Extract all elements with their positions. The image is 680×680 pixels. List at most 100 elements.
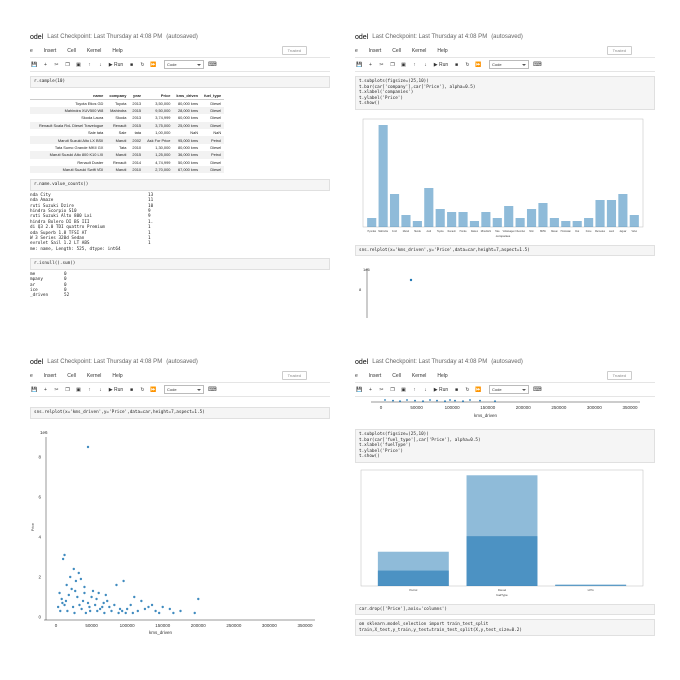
restart-icon[interactable]: ↻: [465, 386, 470, 393]
restart-icon[interactable]: ↻: [465, 61, 470, 68]
paste-icon[interactable]: ▣: [76, 386, 81, 393]
code-cell-fuel-bar[interactable]: t.subplots(figsize=(25,10)) t.bar(car['fu…: [355, 429, 655, 463]
run-button[interactable]: ▶ Run: [108, 386, 124, 393]
add-cell-icon[interactable]: +: [44, 386, 47, 393]
menu-item-cell[interactable]: Cell: [67, 372, 76, 379]
code-cell-drop[interactable]: car.drop(['Price'],axis='columns'): [355, 603, 655, 615]
menu-item-kernel[interactable]: Kernel: [411, 372, 427, 379]
save-icon[interactable]: 💾: [356, 386, 363, 393]
trusted-badge[interactable]: Trusted: [606, 371, 632, 380]
cut-icon[interactable]: ✂: [54, 386, 59, 393]
move-down-icon[interactable]: ↓: [424, 386, 427, 393]
fast-forward-icon[interactable]: ⏩: [150, 386, 157, 393]
menu-item-insert[interactable]: Insert: [368, 372, 382, 379]
code-cell-value-counts[interactable]: r.name.value_counts(): [30, 179, 330, 191]
move-down-icon[interactable]: ↓: [424, 61, 427, 68]
null-count-line: ice 0: [30, 288, 330, 293]
add-cell-icon[interactable]: +: [44, 61, 47, 68]
menu-item-cell[interactable]: Cell: [392, 47, 401, 54]
stop-icon[interactable]: ■: [129, 61, 134, 68]
menu-item-insert[interactable]: Insert: [368, 47, 382, 54]
menu-item-help[interactable]: Help: [437, 372, 448, 379]
scatter-point: [406, 399, 408, 401]
code-cell-train-test-split[interactable]: om sklearn.model_selection import train_…: [355, 619, 655, 636]
menu-item-help[interactable]: Help: [112, 47, 123, 54]
menu-item-kernel[interactable]: Kernel: [411, 47, 427, 54]
notebook-title[interactable]: odel: [30, 358, 44, 366]
run-button[interactable]: ▶ Run: [433, 61, 449, 68]
save-icon[interactable]: 💾: [31, 61, 38, 68]
stop-icon[interactable]: ■: [129, 386, 134, 393]
x-tick-label: 300000: [587, 405, 603, 410]
keyboard-icon[interactable]: ⌨: [533, 387, 542, 393]
scatter-point: [118, 607, 122, 610]
cell-type-select[interactable]: Code: [164, 385, 204, 394]
code-cell-relplot[interactable]: sns.relplot(x='kms_driven',y='Price',dat…: [355, 244, 655, 256]
cell-type-select[interactable]: Code: [489, 385, 529, 394]
code-cell-sample[interactable]: r.sample(10): [30, 76, 330, 88]
keyboard-icon[interactable]: ⌨: [533, 62, 542, 68]
run-button[interactable]: ▶ Run: [433, 386, 449, 393]
copy-icon[interactable]: ❐: [390, 61, 395, 68]
menu-item-cell[interactable]: Cell: [392, 372, 401, 379]
trusted-badge[interactable]: Trusted: [606, 46, 632, 55]
notebook-title[interactable]: odel: [30, 33, 44, 41]
notebook-title[interactable]: odel: [355, 358, 369, 366]
add-cell-icon[interactable]: +: [369, 386, 372, 393]
cell-type-select[interactable]: Code: [489, 60, 529, 69]
keyboard-icon[interactable]: ⌨: [208, 387, 217, 393]
menu-item-edit[interactable]: e: [355, 47, 358, 54]
cell-type-select[interactable]: Code: [164, 60, 204, 69]
code-cell-relplot[interactable]: sns.relplot(x='kms_driven',y='Price',dat…: [30, 407, 330, 419]
save-icon[interactable]: 💾: [356, 61, 363, 68]
menu-item-insert[interactable]: Insert: [43, 372, 57, 379]
copy-icon[interactable]: ❐: [65, 61, 70, 68]
paste-icon[interactable]: ▣: [401, 386, 406, 393]
run-button[interactable]: ▶ Run: [108, 61, 124, 68]
restart-icon[interactable]: ↻: [140, 61, 145, 68]
menu-item-cell[interactable]: Cell: [67, 47, 76, 54]
menu-item-edit[interactable]: e: [355, 372, 358, 379]
menu-item-kernel[interactable]: Kernel: [86, 47, 102, 54]
menu-item-insert[interactable]: Insert: [43, 47, 57, 54]
paste-icon[interactable]: ▣: [401, 61, 406, 68]
cut-icon[interactable]: ✂: [379, 61, 384, 68]
paste-icon[interactable]: ▣: [76, 61, 81, 68]
cut-icon[interactable]: ✂: [379, 386, 384, 393]
menu-item-help[interactable]: Help: [437, 47, 448, 54]
x-tick-label: Skoda: [414, 231, 421, 233]
cut-icon[interactable]: ✂: [54, 61, 59, 68]
save-icon[interactable]: 💾: [31, 386, 38, 393]
move-up-icon[interactable]: ↑: [88, 61, 91, 68]
keyboard-icon[interactable]: ⌨: [208, 62, 217, 68]
table-row: Renault Scala RxL Diesel Travelogue Renau…: [30, 121, 225, 129]
table-cell: 2015: [129, 151, 145, 159]
fast-forward-icon[interactable]: ⏩: [150, 61, 157, 68]
fast-forward-icon[interactable]: ⏩: [475, 61, 482, 68]
trusted-badge[interactable]: Trusted: [281, 46, 307, 55]
move-down-icon[interactable]: ↓: [99, 386, 102, 393]
scatter-point: [129, 603, 132, 606]
add-cell-icon[interactable]: +: [369, 61, 372, 68]
code-cell-company-bar[interactable]: t.subplots(figsize=(25,10)) t.bar(car['co…: [355, 76, 655, 110]
stop-icon[interactable]: ■: [454, 386, 459, 393]
menu-item-kernel[interactable]: Kernel: [86, 372, 102, 379]
move-up-icon[interactable]: ↑: [413, 61, 416, 68]
menu-item-edit[interactable]: e: [30, 47, 33, 54]
menu-item-edit[interactable]: e: [30, 372, 33, 379]
value-count-name: nda Amaze: [30, 198, 54, 204]
bar: [481, 211, 491, 227]
move-up-icon[interactable]: ↑: [88, 386, 91, 393]
trusted-badge[interactable]: Trusted: [281, 371, 307, 380]
copy-icon[interactable]: ❐: [65, 386, 70, 393]
code-cell-isnull[interactable]: r.isnull().sum(): [30, 258, 330, 270]
stop-icon[interactable]: ■: [454, 61, 459, 68]
restart-icon[interactable]: ↻: [140, 386, 145, 393]
move-up-icon[interactable]: ↑: [413, 386, 416, 393]
menu-item-help[interactable]: Help: [112, 372, 123, 379]
notebook-title[interactable]: odel: [355, 33, 369, 41]
move-down-icon[interactable]: ↓: [99, 61, 102, 68]
fast-forward-icon[interactable]: ⏩: [475, 386, 482, 393]
x-axis-label: kms_driven: [149, 630, 173, 635]
copy-icon[interactable]: ❐: [390, 386, 395, 393]
